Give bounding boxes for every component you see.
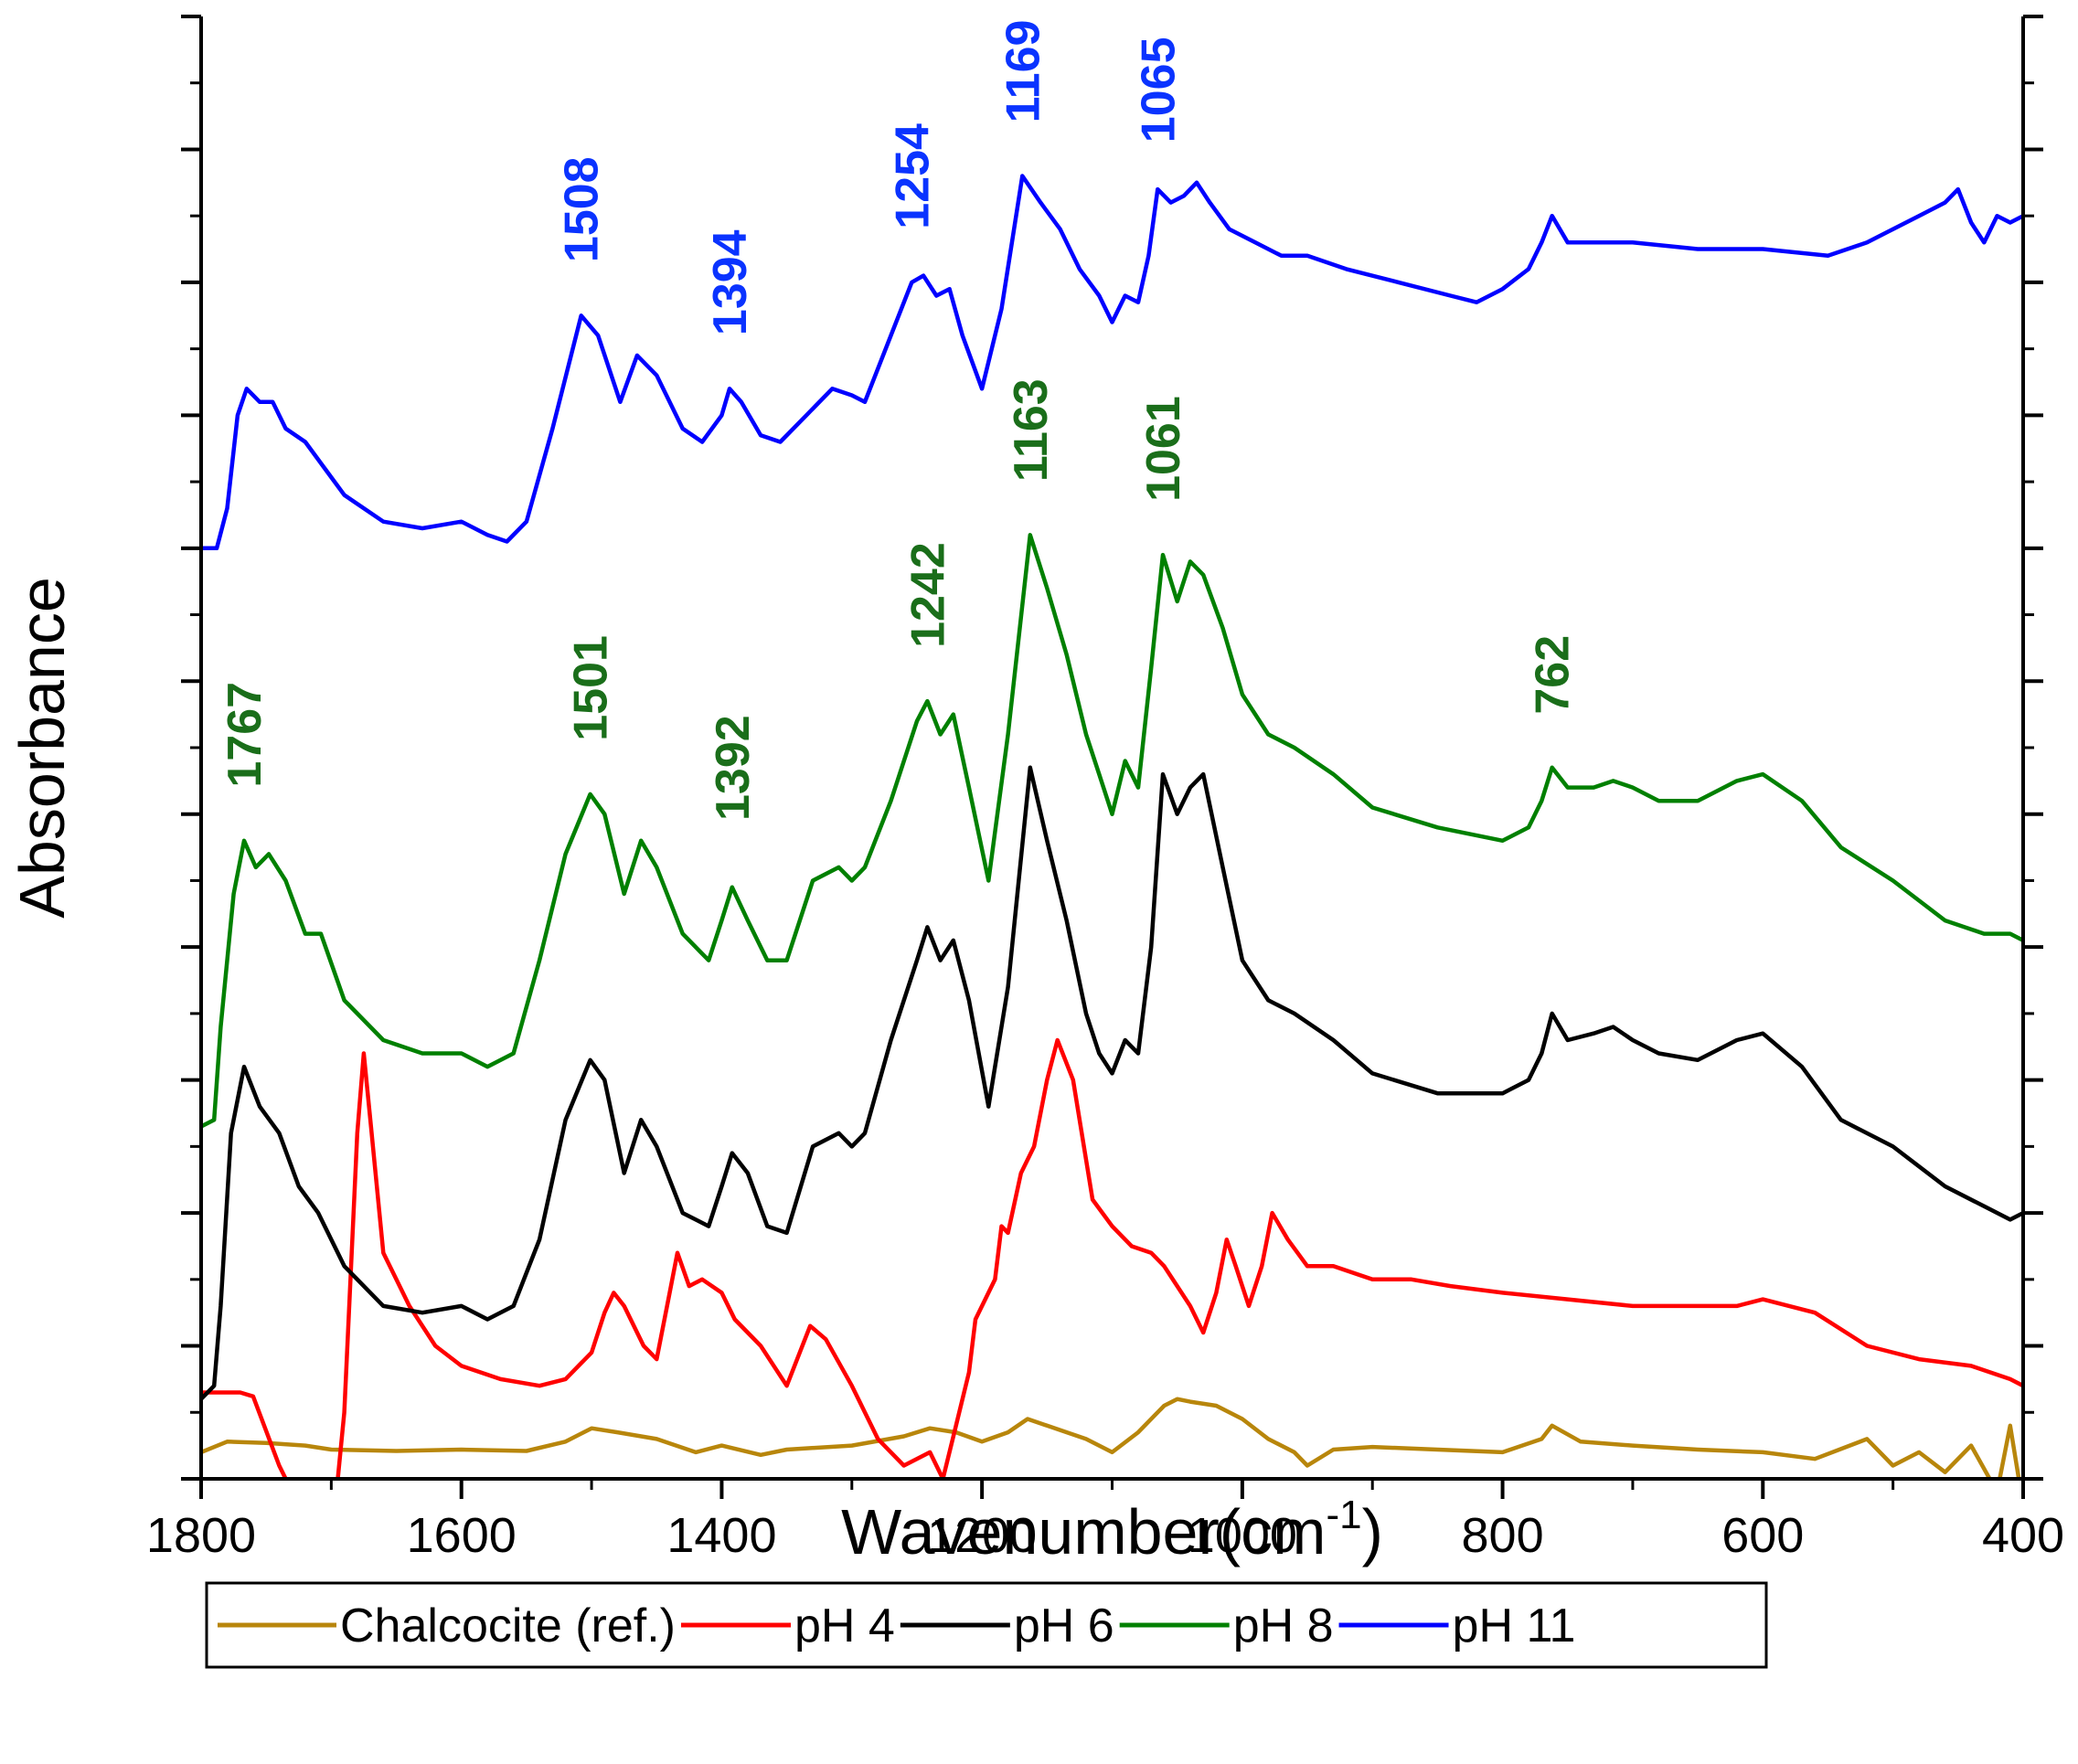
peak-label-1501: 1501: [565, 635, 618, 741]
x-axis-title: Wavenumber(cm-1): [841, 1493, 1383, 1567]
y-axis-title: Absorbance: [6, 577, 78, 919]
peak-label-1394: 1394: [704, 229, 757, 335]
legend: Chalcocite (ref.) pH 4 pH 6 pH 8 pH 11: [205, 1581, 1768, 1669]
legend-label-ph6: pH 6: [1014, 1599, 1114, 1652]
peak-label-1508: 1508: [556, 156, 609, 262]
series-line-ph6: [201, 765, 2023, 1401]
peak-label-1065: 1065: [1132, 37, 1185, 143]
series-line-ph8: [201, 533, 2023, 1129]
legend-label-ph4: pH 4: [794, 1599, 895, 1652]
series-line-chalcocite: [201, 1397, 2021, 1479]
peak-label-1767: 1767: [218, 682, 272, 788]
x-tick-label-1800: 1800: [146, 1508, 256, 1563]
legend-label-chalcocite: Chalcocite (ref.): [340, 1599, 676, 1652]
peak-label-762: 762: [1527, 635, 1580, 715]
peak-label-1169: 1169: [996, 20, 1050, 123]
x-tick-label-400: 400: [1982, 1508, 2064, 1563]
x-tick-label-1600: 1600: [407, 1508, 517, 1563]
x-tick-label-1000: 1000: [1188, 1508, 1297, 1563]
annotation-layer: 1767 1501 1392 1242 1163 1061 762 1508 1394 1254 1…: [218, 20, 1580, 821]
peak-label-1163: 1163: [1005, 378, 1058, 482]
peak-label-1061: 1061: [1137, 396, 1190, 502]
axes-layer: 1800 1600 1400 1200 1000 800 600 400 Wavenumber(…: [6, 15, 2064, 1567]
series-line-ph4: [201, 1037, 2023, 1479]
series-line-ph11: [201, 174, 2023, 551]
x-tick-label-600: 600: [1721, 1508, 1804, 1563]
legend-label-ph11: pH 11: [1453, 1599, 1576, 1652]
peak-label-1392: 1392: [707, 715, 760, 821]
x-tick-label-800: 800: [1462, 1508, 1544, 1563]
peak-label-1242: 1242: [901, 542, 954, 648]
plot-area: [201, 16, 2023, 1479]
plot-background: [201, 16, 2023, 1479]
x-axis-title-superscript: -1: [1326, 1493, 1361, 1537]
x-tick-label-1400: 1400: [666, 1508, 776, 1563]
peak-label-1254: 1254: [886, 123, 939, 229]
series-layer: [201, 174, 2023, 1479]
x-tick-label-1200: 1200: [927, 1508, 1037, 1563]
legend-label-ph8: pH 8: [1233, 1599, 1334, 1652]
